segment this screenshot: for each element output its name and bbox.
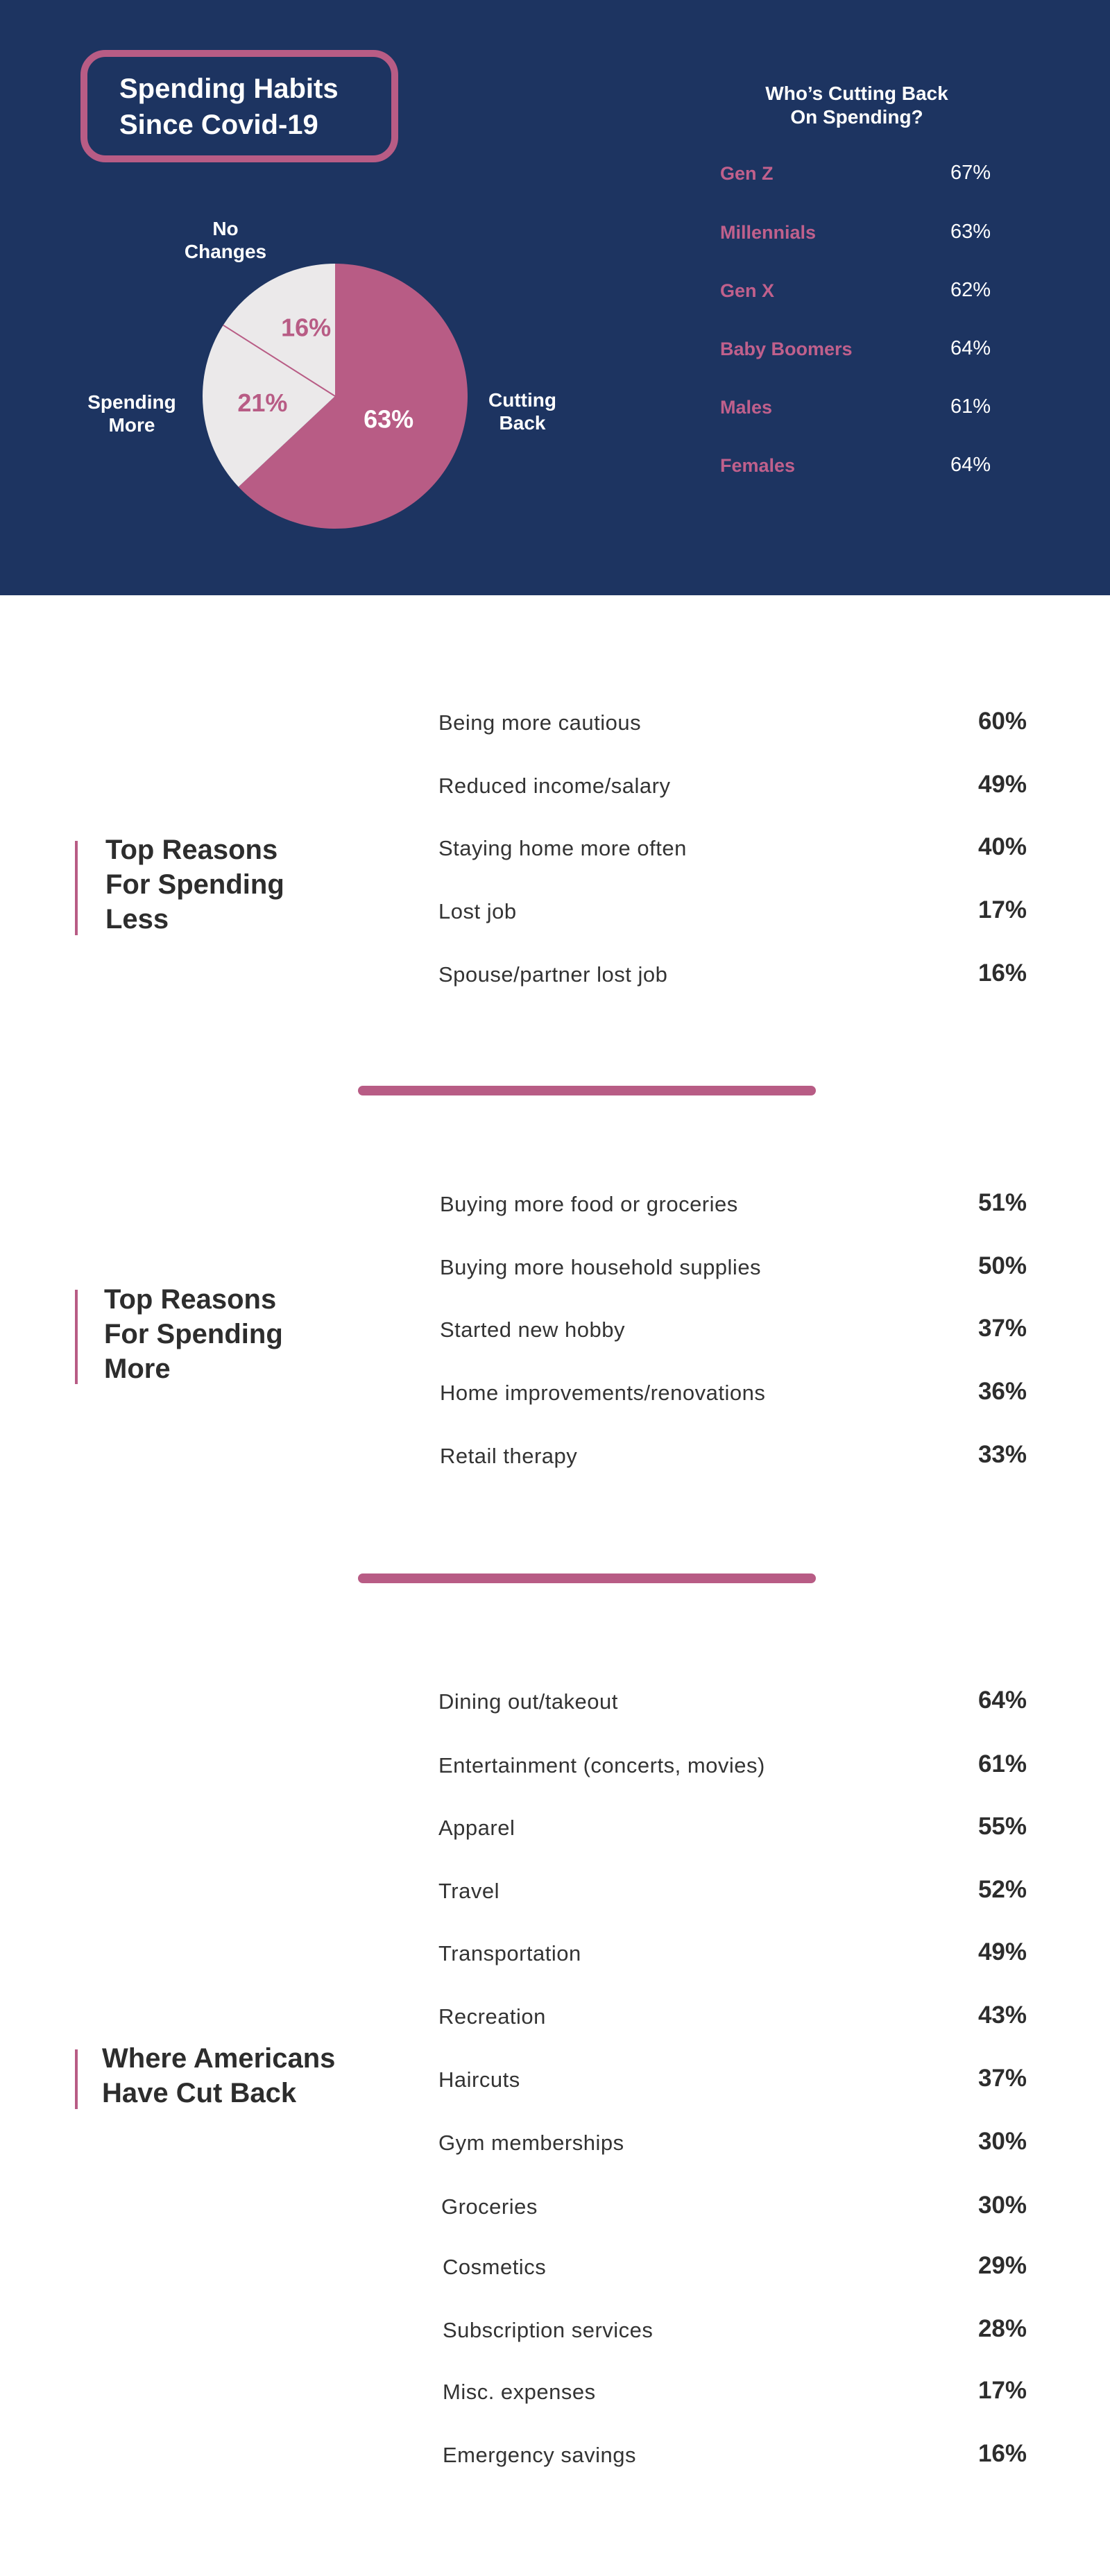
demographics-title-line-1: Who’s Cutting Back — [765, 83, 948, 104]
section-title: Top Reasons For Spending Less — [105, 833, 284, 937]
item-label: Groceries — [441, 2194, 538, 2219]
pie-label-no-changes: No Changes — [166, 217, 284, 263]
item-value: 29% — [977, 2252, 1027, 2279]
item-label: Spouse/partner lost job — [438, 962, 668, 987]
section-title: Where Americans Have Cut Back — [102, 2041, 335, 2110]
demographics-title-line-2: On Spending? — [790, 106, 923, 128]
pie-slice-no-changes — [223, 264, 335, 396]
demographic-label: Millennials — [720, 222, 817, 243]
item-label: Subscription services — [443, 2318, 654, 2342]
item-label: Dining out/takeout — [438, 1689, 618, 1714]
item-label: Recreation — [438, 2004, 546, 2029]
demographic-value: 64% — [950, 454, 991, 476]
title-frame — [80, 50, 398, 162]
item-value: 17% — [977, 2377, 1027, 2404]
item-label: Reduced income/salary — [438, 774, 671, 798]
pie-label-spending-more-line-2: More — [108, 414, 155, 436]
demographic-label: Males — [720, 397, 773, 418]
pie-label-cutting-back-line-2: Back — [499, 412, 546, 434]
item-label: Cosmetics — [443, 2255, 547, 2279]
demographic-value: 67% — [950, 162, 991, 184]
top-panel — [0, 0, 1110, 595]
pie-slice-cutting-back-value: 63% — [364, 404, 413, 433]
item-value: 37% — [977, 2065, 1027, 2092]
item-value: 49% — [977, 1938, 1027, 1965]
item-label: Transportation — [438, 1941, 581, 1965]
item-value: 49% — [977, 771, 1027, 798]
item-value: 16% — [977, 959, 1027, 987]
demographic-value: 62% — [950, 279, 991, 301]
item-value: 43% — [977, 2002, 1027, 2029]
title-line-1: Spending Habits — [119, 74, 339, 104]
item-label: Entertainment (concerts, movies) — [438, 1753, 765, 1777]
demographic-label: Baby Boomers — [720, 339, 853, 359]
section-accent-bar — [75, 841, 78, 935]
demographics-title: Who’s Cutting Back On Spending? — [722, 82, 992, 129]
item-label: Emergency savings — [443, 2443, 637, 2467]
item-label: Started new hobby — [440, 1317, 626, 1342]
item-value: 52% — [977, 1876, 1027, 1903]
item-value: 36% — [977, 1378, 1027, 1405]
item-label: Staying home more often — [438, 836, 687, 860]
pie-label-spending-more: Spending More — [69, 391, 194, 436]
pie-label-cutting-back-line-1: Cutting — [488, 389, 556, 411]
pie-slice-no-changes-value: 16% — [281, 314, 331, 342]
item-value: 30% — [977, 2128, 1027, 2155]
item-value: 50% — [977, 1252, 1027, 1279]
section-title-line: For Spending — [104, 1319, 283, 1349]
item-value: 33% — [977, 1441, 1027, 1468]
item-label: Travel — [438, 1879, 500, 1903]
pie-slice-cutting-back — [238, 264, 468, 529]
pie-label-cutting-back: Cutting Back — [470, 389, 574, 434]
section-title-line: For Spending — [105, 869, 284, 900]
item-value: 30% — [977, 2192, 1027, 2219]
section-title-line: More — [104, 1354, 171, 1384]
item-label: Misc. expenses — [443, 2380, 596, 2404]
item-value: 17% — [977, 896, 1027, 923]
pie-slice-spending-more-value: 21% — [237, 389, 287, 417]
section-title-line: Have Cut Back — [102, 2078, 297, 2108]
demographic-label: Gen X — [720, 280, 775, 301]
demographic-value: 64% — [950, 337, 991, 359]
section-title-line: Top Reasons — [105, 835, 278, 865]
item-label: Buying more food or groceries — [440, 1192, 738, 1216]
section-divider — [358, 1573, 816, 1583]
item-value: 16% — [977, 2440, 1027, 2467]
item-label: Home improvements/renovations — [440, 1381, 766, 1405]
item-label: Buying more household supplies — [440, 1255, 762, 1279]
item-value: 51% — [977, 1189, 1027, 1216]
pie-slice-spending-more — [203, 325, 335, 487]
item-label: Being more cautious — [438, 710, 642, 735]
section-title: Top Reasons For Spending More — [104, 1282, 283, 1386]
item-value: 55% — [977, 1813, 1027, 1840]
item-label: Apparel — [438, 1816, 515, 1840]
item-label: Retail therapy — [440, 1444, 578, 1468]
item-label: Lost job — [438, 899, 517, 923]
pie-slice-separator — [223, 324, 336, 397]
item-value: 28% — [977, 2315, 1027, 2342]
page-title: Spending Habits Since Covid-19 — [119, 71, 383, 143]
section-divider — [358, 1086, 816, 1095]
section-accent-bar — [75, 1290, 78, 1384]
pie-label-no-changes-line-2: Changes — [184, 241, 267, 262]
item-value: 61% — [977, 1750, 1027, 1777]
title-line-2: Since Covid-19 — [119, 110, 318, 140]
section-title-line: Where Americans — [102, 2043, 336, 2074]
item-value: 64% — [977, 1687, 1027, 1714]
item-label: Gym memberships — [438, 2131, 624, 2155]
section-title-line: Top Reasons — [104, 1284, 277, 1315]
demographic-label: Gen Z — [720, 163, 774, 184]
demographic-value: 61% — [950, 395, 991, 418]
pie-label-spending-more-line-1: Spending — [87, 391, 176, 413]
pie-label-no-changes-line-1: No — [212, 218, 239, 239]
item-value: 40% — [977, 833, 1027, 860]
pie-chart: 63% 21% 16% — [203, 264, 468, 529]
section-accent-bar — [75, 2049, 78, 2109]
item-value: 60% — [977, 708, 1027, 735]
section-title-line: Less — [105, 904, 169, 935]
demographic-label: Females — [720, 455, 796, 476]
demographic-value: 63% — [950, 221, 991, 243]
item-label: Haircuts — [438, 2067, 520, 2092]
item-value: 37% — [977, 1315, 1027, 1342]
